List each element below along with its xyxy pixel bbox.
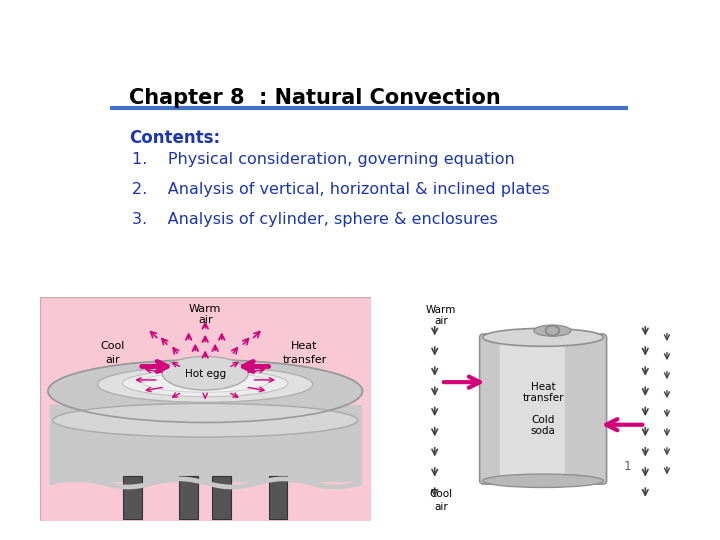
Text: 1: 1 (624, 460, 631, 473)
FancyBboxPatch shape (269, 476, 287, 519)
Text: 1.    Physical consideration, governing equation: 1. Physical consideration, governing equ… (132, 152, 515, 167)
Text: transfer: transfer (522, 393, 564, 403)
Polygon shape (50, 404, 361, 481)
Ellipse shape (482, 328, 603, 346)
Text: Chapter 8  : Natural Convection: Chapter 8 : Natural Convection (129, 87, 501, 107)
FancyBboxPatch shape (500, 342, 564, 476)
Ellipse shape (143, 372, 268, 392)
Text: Heat: Heat (292, 341, 318, 352)
Ellipse shape (122, 370, 288, 397)
Text: Warm: Warm (189, 303, 221, 314)
Text: Cool: Cool (100, 341, 125, 352)
Text: air: air (198, 315, 212, 325)
FancyBboxPatch shape (123, 476, 142, 519)
Text: Cool: Cool (429, 489, 452, 499)
Text: Warm: Warm (426, 305, 456, 315)
Ellipse shape (162, 356, 248, 390)
Text: air: air (105, 355, 120, 365)
Text: Cold: Cold (531, 415, 555, 426)
Text: air: air (434, 316, 448, 326)
Ellipse shape (482, 474, 603, 488)
FancyBboxPatch shape (179, 476, 198, 519)
FancyBboxPatch shape (212, 476, 231, 519)
Text: 2.    Analysis of vertical, horizontal & inclined plates: 2. Analysis of vertical, horizontal & in… (132, 182, 549, 197)
FancyBboxPatch shape (480, 334, 606, 484)
Text: Contents:: Contents: (129, 129, 220, 147)
Text: 3.    Analysis of cylinder, sphere & enclosures: 3. Analysis of cylinder, sphere & enclos… (132, 212, 498, 227)
Ellipse shape (534, 325, 571, 336)
Text: transfer: transfer (282, 355, 327, 365)
Text: Heat: Heat (531, 382, 555, 392)
Ellipse shape (53, 403, 358, 437)
Text: soda: soda (531, 427, 556, 436)
Ellipse shape (48, 360, 362, 422)
Text: Hot egg: Hot egg (184, 369, 226, 379)
Ellipse shape (98, 367, 312, 402)
Text: air: air (434, 502, 448, 511)
